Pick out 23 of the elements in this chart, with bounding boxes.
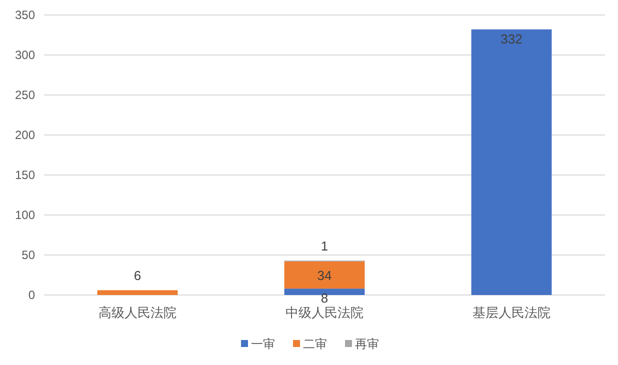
y-tick-label: 200 (14, 128, 36, 142)
x-tick-label: 中级人民法院 (286, 305, 364, 320)
legend-label: 二审 (303, 337, 327, 351)
bar (97, 290, 178, 295)
y-tick-label: 250 (14, 88, 36, 102)
data-label: 332 (500, 31, 522, 46)
data-label: 34 (317, 268, 332, 283)
x-tick-label: 基层人民法院 (472, 305, 550, 320)
legend-label: 再审 (355, 337, 379, 351)
y-tick-label: 100 (14, 208, 36, 222)
bar (471, 29, 552, 295)
y-tick-label: 350 (14, 8, 36, 22)
data-label: 6 (134, 268, 142, 284)
y-tick-label: 150 (14, 168, 36, 182)
y-tick-label: 0 (28, 288, 36, 302)
data-label: 1 (320, 238, 328, 254)
y-tick-label: 300 (14, 48, 36, 62)
y-tick-label: 50 (22, 248, 36, 262)
data-label: 8 (320, 290, 328, 306)
bar (284, 288, 365, 295)
bar (284, 261, 365, 289)
legend-label: 一审 (251, 337, 275, 351)
x-tick-label: 高级人民法院 (98, 305, 176, 320)
